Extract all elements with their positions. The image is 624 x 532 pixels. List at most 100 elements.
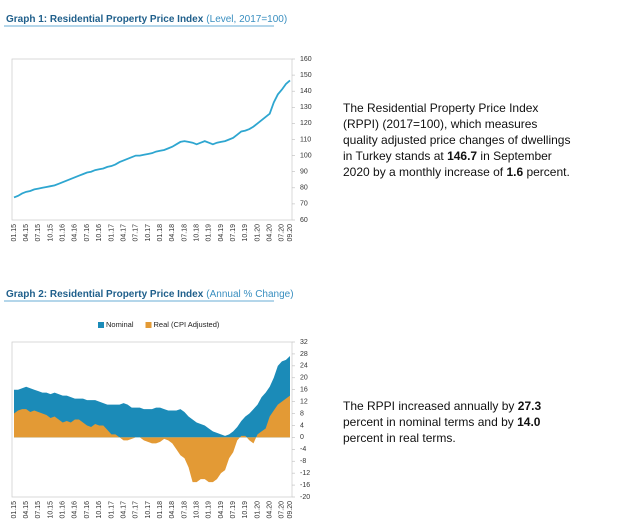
y-tick-label: 0 [300, 434, 304, 441]
chart-title-group: Graph 2: Residential Property Price Inde… [6, 289, 294, 300]
value: 1.6 [506, 165, 524, 179]
x-tick-label: 04.19 [218, 501, 225, 519]
value: 146.7 [447, 149, 478, 163]
x-tick-label: 07.15 [35, 224, 42, 242]
y-tick-label: -4 [300, 446, 306, 453]
y-tick-label: 160 [300, 56, 312, 63]
chart-title-group: Graph 1: Residential Property Price Inde… [6, 14, 287, 25]
y-tick-label: 120 [300, 120, 312, 127]
value: 14.0 [517, 415, 541, 429]
y-tick-label: 24 [300, 363, 308, 370]
x-tick-label: 01.15 [11, 224, 18, 242]
paragraph: The RPPI increased annually by 27.3 perc… [343, 398, 575, 446]
x-tick-label: 07.20 [279, 224, 286, 242]
x-tick-label: 01.18 [157, 501, 164, 519]
x-tick-label: 10.19 [242, 501, 249, 519]
x-tick-label: 07.20 [279, 501, 286, 519]
y-tick-label: 70 [300, 201, 308, 208]
y-tick-label: 150 [300, 72, 312, 79]
x-tick-label: 01.16 [60, 501, 67, 519]
x-tick-label: 04.20 [267, 224, 274, 242]
paragraph: The Residential Property Price Index (RP… [343, 100, 575, 180]
legend-swatch [145, 322, 152, 328]
plot-frame [11, 341, 293, 498]
x-tick-label: 01.17 [108, 224, 115, 242]
x-tick-label: 07.19 [230, 501, 237, 519]
legend-label: Real (CPI Adjusted) [154, 320, 220, 329]
x-tick-label: 09.20 [287, 501, 294, 519]
x-tick-label: 10.15 [47, 501, 54, 519]
x-tick-label: 04.17 [120, 224, 127, 242]
y-tick-label: 100 [300, 152, 312, 159]
text: percent. [523, 165, 570, 179]
legend-label: Nominal [106, 320, 134, 329]
y-tick-label: 4 [300, 422, 304, 429]
x-tick-label: 04.15 [23, 501, 30, 519]
y-tick-label: 80 [300, 185, 308, 192]
y-tick-label: -16 [300, 482, 310, 489]
x-tick-label: 10.18 [193, 501, 200, 519]
y-tick-label: -8 [300, 458, 306, 465]
y-tick-label: 16 [300, 387, 308, 394]
text: percent in real terms. [343, 431, 456, 445]
x-tick-label: 01.17 [108, 501, 115, 519]
x-tick-label: 07.18 [181, 224, 188, 242]
chart-subtitle: (Level, 2017=100) [206, 14, 287, 25]
x-tick-label: 10.17 [145, 501, 152, 519]
x-tick-label: 07.17 [133, 501, 140, 519]
y-tick-label: 110 [300, 136, 311, 143]
x-tick-label: 07.15 [35, 501, 42, 519]
line [13, 79, 291, 199]
x-tick-label: 01.16 [60, 224, 67, 242]
x-tick-label: 07.16 [84, 501, 91, 519]
y-tick-label: 60 [300, 217, 308, 224]
x-tick-label: 07.18 [181, 501, 188, 519]
y-tick-label: 12 [300, 398, 308, 405]
x-tick-label: 01.20 [254, 224, 261, 242]
x-tick-label: 10.16 [96, 501, 103, 519]
x-tick-label: 10.16 [96, 224, 103, 242]
area [14, 356, 290, 438]
text: The RPPI increased annually by [343, 399, 518, 413]
chart-subtitle: (Annual % Change) [206, 289, 293, 300]
x-tick-label: 10.18 [193, 224, 200, 242]
y-tick-label: -12 [300, 470, 310, 477]
text: in September 2020 by a monthly increase … [343, 149, 552, 179]
x-tick-label: 04.20 [267, 501, 274, 519]
text: The Residential Property Price Index (RP… [343, 101, 571, 163]
x-tick-label: 01.19 [206, 224, 213, 242]
chart-title: Graph 2: Residential Property Price Inde… [6, 289, 204, 300]
x-tick-label: 01.20 [254, 501, 261, 519]
x-tick-label: 04.19 [218, 224, 225, 242]
y-tick-label: 90 [300, 169, 308, 176]
y-tick-label: 130 [300, 104, 312, 111]
x-tick-label: 07.16 [84, 224, 91, 242]
x-tick-label: 04.16 [72, 501, 79, 519]
y-tick-label: 20 [300, 375, 308, 382]
x-tick-label: 04.15 [23, 224, 30, 242]
x-tick-label: 04.16 [72, 224, 79, 242]
x-tick-label: 09.20 [287, 224, 294, 242]
y-tick-label: 8 [300, 410, 304, 417]
x-tick-label: 10.17 [145, 224, 152, 242]
x-tick-label: 10.19 [242, 224, 249, 242]
y-tick-label: 140 [300, 88, 312, 95]
x-tick-label: 04.17 [120, 501, 127, 519]
x-tick-label: 10.15 [47, 224, 54, 242]
y-tick-label: -20 [300, 494, 310, 501]
plot-frame [11, 58, 293, 221]
legend-swatch [98, 322, 104, 328]
area [14, 395, 290, 483]
x-tick-label: 01.19 [206, 501, 213, 519]
x-tick-label: 04.18 [169, 224, 176, 242]
chart-title: Graph 1: Residential Property Price Inde… [6, 14, 204, 25]
x-tick-label: 04.18 [169, 501, 176, 519]
y-tick-label: 32 [300, 339, 308, 346]
value: 27.3 [517, 399, 542, 413]
x-tick-label: 07.17 [133, 224, 140, 242]
y-tick-label: 28 [300, 351, 308, 358]
x-tick-label: 01.15 [11, 501, 18, 519]
x-tick-label: 01.18 [157, 224, 164, 242]
